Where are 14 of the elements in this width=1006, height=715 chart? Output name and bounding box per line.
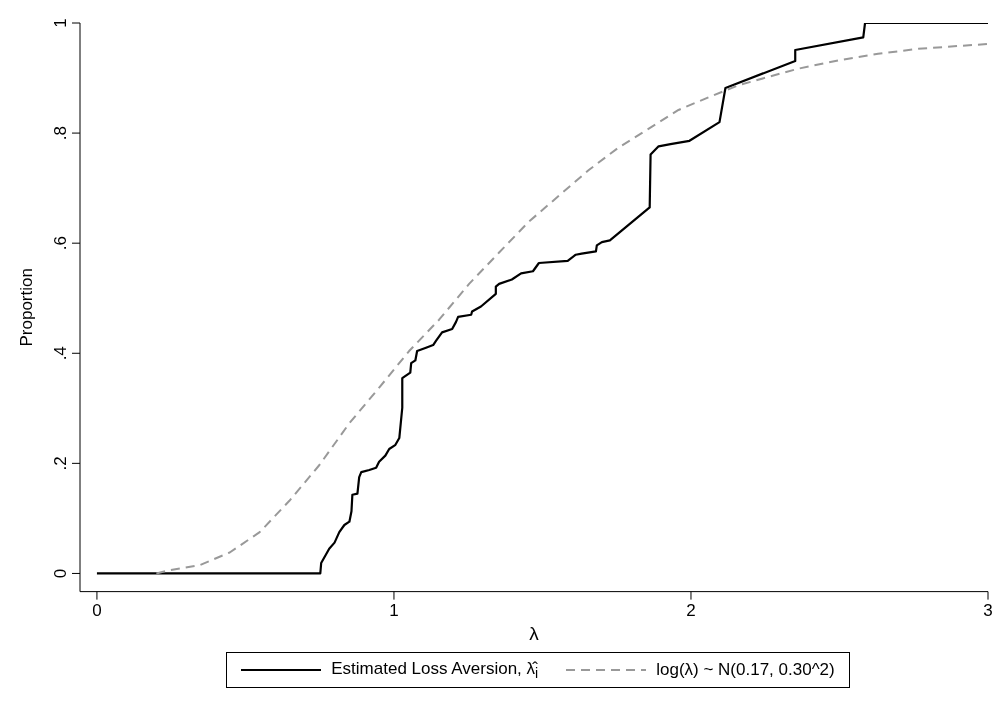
y-tick-label: .2: [51, 456, 70, 471]
y-tick-label: .4: [51, 346, 70, 361]
legend-label: Estimated Loss Aversion, λ̂$_{i}$: [331, 658, 539, 681]
y-axis-title: Proportion: [17, 268, 37, 347]
y-tick-label: .6: [51, 236, 70, 251]
x-tick-label: 0: [92, 600, 102, 620]
x-tick-label: 3: [983, 600, 993, 620]
y-tick-label: 1: [51, 18, 70, 28]
y-tick-label: .8: [51, 126, 70, 141]
x-axis-title: λ: [529, 622, 540, 644]
legend-label: log(λ) ~ N(0.17, 0.30^2): [656, 659, 835, 680]
y-tick-label: 0: [51, 568, 70, 579]
x-tick-label: 2: [686, 600, 696, 620]
x-tick-label: 1: [389, 600, 399, 620]
